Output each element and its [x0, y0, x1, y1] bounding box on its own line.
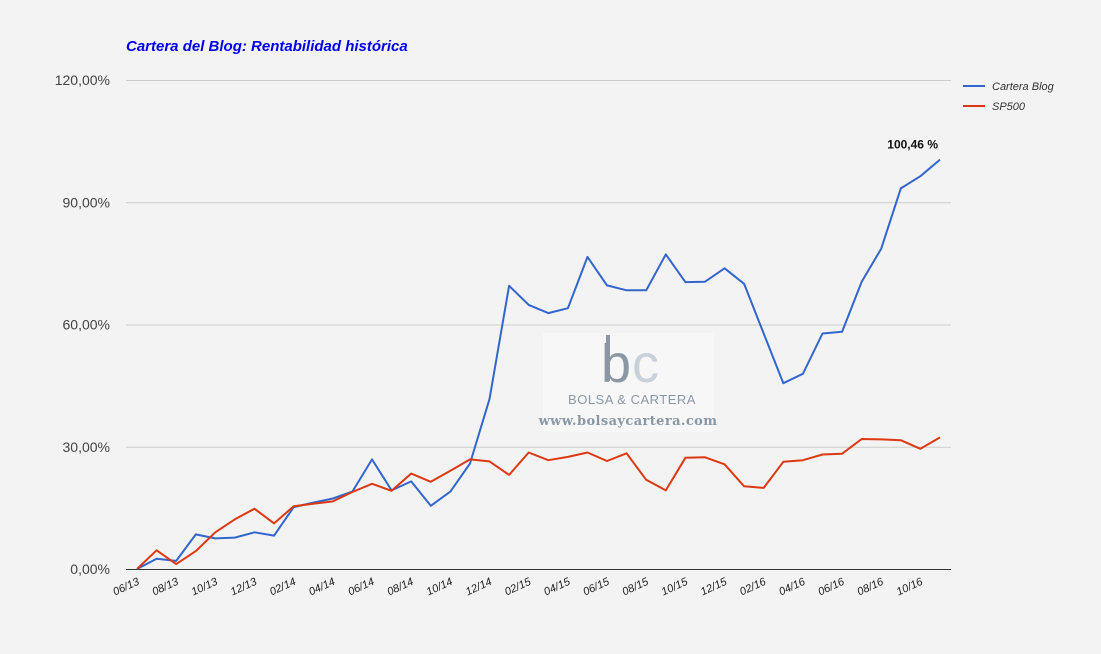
- x-tick-label: 02/15: [503, 575, 534, 598]
- x-tick-label: 06/13: [111, 575, 142, 598]
- x-tick-label: 06/16: [816, 575, 847, 598]
- watermark-logo-c: c: [632, 334, 659, 394]
- series-lines: [136, 158, 941, 570]
- watermark-name: BOLSA & CARTERA: [568, 392, 696, 407]
- x-tick-label: 12/14: [464, 576, 494, 599]
- x-tick-label: 08/16: [855, 575, 886, 598]
- y-tick-label: 90,00%: [63, 194, 110, 210]
- series-line-0: [136, 158, 941, 570]
- grid: [126, 80, 951, 448]
- x-tick-label: 08/14: [385, 576, 415, 599]
- x-tick-label: 02/16: [738, 575, 769, 598]
- y-tick-label: 0,00%: [70, 561, 110, 577]
- y-axis-ticks: 0,00% 30,00% 60,00% 90,00% 120,00%: [55, 72, 110, 577]
- x-tick-label: 06/14: [346, 576, 376, 599]
- x-tick-label: 02/14: [268, 576, 298, 599]
- x-tick-label: 04/15: [542, 575, 573, 598]
- x-tick-label: 10/16: [895, 575, 926, 598]
- watermark-logo-bar: [606, 335, 610, 381]
- x-tick-label: 10/15: [660, 575, 691, 598]
- annotations: 100,46 %: [887, 138, 938, 152]
- chart-title: Cartera del Blog: Rentabilidad histórica: [126, 38, 408, 55]
- watermark-logo-b: b: [601, 334, 631, 394]
- x-tick-label: 04/16: [777, 575, 808, 598]
- y-tick-label: 120,00%: [55, 72, 110, 88]
- x-tick-label: 10/14: [425, 576, 455, 599]
- y-tick-label: 60,00%: [63, 317, 110, 333]
- series-line-1: [136, 436, 941, 570]
- watermark-background: [543, 333, 714, 432]
- x-axis-ticks: 06/13 08/13 10/13 12/13 02/14 04/14 06/14 08/14…: [111, 575, 925, 598]
- y-tick-label: 30,00%: [63, 439, 110, 455]
- x-tick-label: 10/13: [190, 575, 221, 598]
- x-tick-label: 08/15: [620, 575, 651, 598]
- x-tick-label: 08/13: [150, 575, 181, 598]
- annotation-label: 100,46 %: [887, 138, 938, 152]
- x-tick-label: 12/13: [229, 575, 260, 598]
- watermark-url: www.bolsaycartera.com: [538, 414, 718, 429]
- legend-item: SP500: [992, 101, 1026, 113]
- legend: Cartera Blog SP500: [963, 81, 1055, 113]
- x-tick-label: 06/15: [581, 575, 612, 598]
- x-tick-label: 04/14: [307, 576, 337, 599]
- legend-item: Cartera Blog: [992, 81, 1055, 93]
- watermark: b c BOLSA & CARTERA www.bolsaycartera.co…: [538, 333, 718, 432]
- x-tick-label: 12/15: [699, 575, 730, 598]
